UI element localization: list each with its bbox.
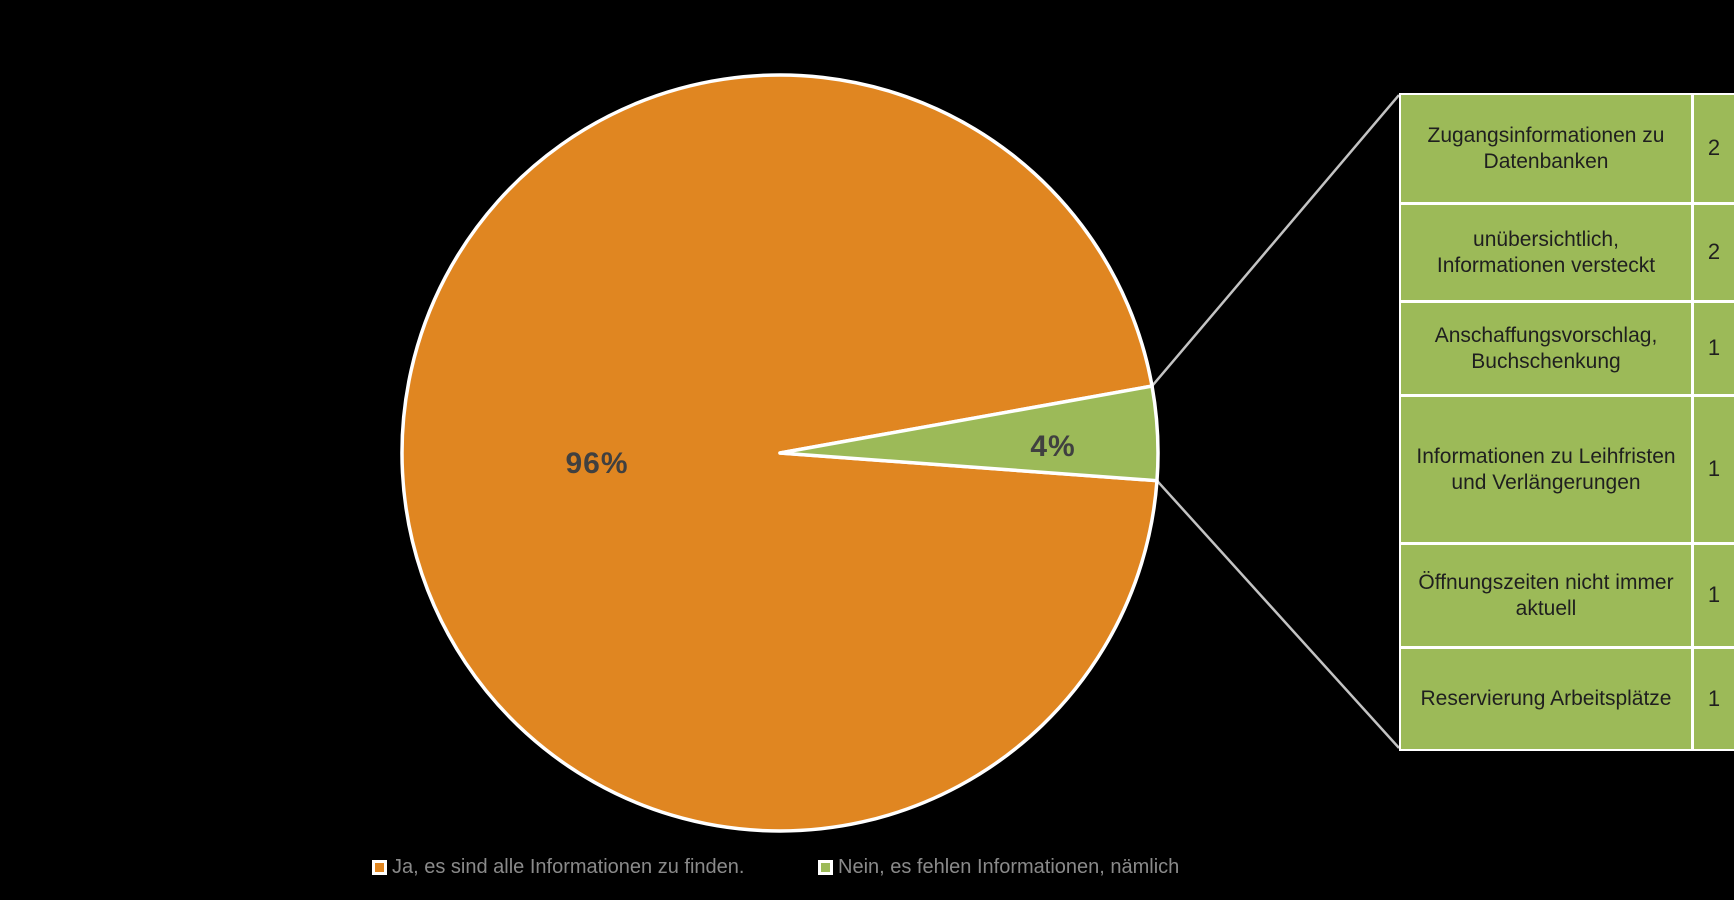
pie-slice-1 — [778, 384, 1160, 483]
legend-swatch-nein-icon — [818, 860, 833, 875]
callout-cell-label: unübersichtlich, Informationen versteckt — [1401, 205, 1691, 300]
callout-cell-value: 1 — [1694, 303, 1734, 394]
pie-data-label-nein: 4% — [1030, 430, 1076, 463]
callout-table: Zugangsinformationen zu Datenbanken 2 un… — [1399, 93, 1734, 751]
callout-cell-value: 2 — [1694, 205, 1734, 300]
legend-label-ja: Ja, es sind alle Informationen zu finden… — [392, 856, 745, 878]
callout-leader-line-top — [1151, 94, 1400, 387]
legend-item-ja: Ja, es sind alle Informationen zu finden… — [372, 856, 744, 879]
legend-swatch-ja-icon — [372, 860, 387, 875]
callout-cell-label: Anschaffungsvorschlag, Buchschenkung — [1401, 303, 1691, 394]
callout-cell-label: Reservierung Arbeitsplätze — [1401, 649, 1691, 749]
callout-cell-value: 1 — [1694, 397, 1734, 542]
pie-data-label-ja: 96% — [565, 447, 629, 480]
callout-cell-label: Informationen zu Leihfristen und Verläng… — [1401, 397, 1691, 542]
callout-leader-line-bottom — [1156, 479, 1400, 749]
callout-cell-value: 2 — [1694, 95, 1734, 202]
legend-item-nein: Nein, es fehlen Informationen, nämlich — [818, 856, 1179, 879]
callout-cell-label: Öffnungszeiten nicht immer aktuell — [1401, 545, 1691, 646]
legend-label-nein: Nein, es fehlen Informationen, nämlich — [838, 856, 1180, 878]
callout-cell-value: 1 — [1694, 649, 1734, 749]
callout-cell-label: Zugangsinformationen zu Datenbanken — [1401, 95, 1691, 202]
callout-cell-value: 1 — [1694, 545, 1734, 646]
